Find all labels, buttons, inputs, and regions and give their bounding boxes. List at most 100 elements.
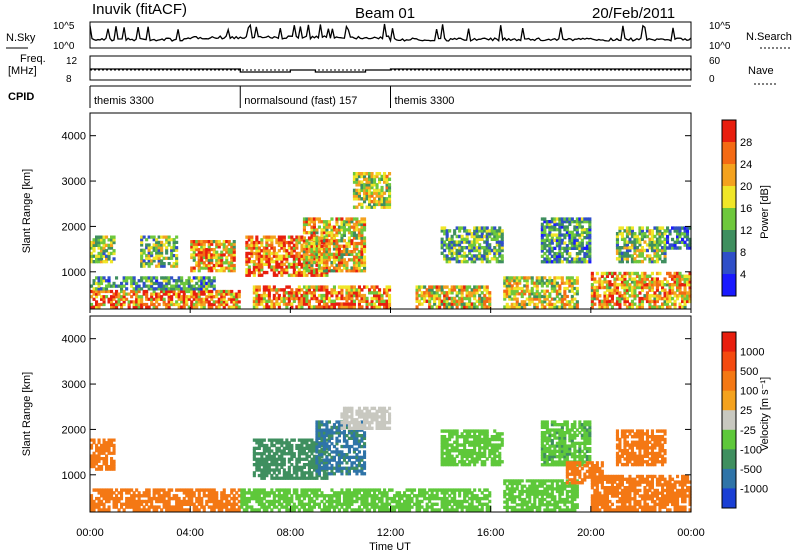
heatmap-cell [378, 180, 382, 184]
heatmap-cell [628, 285, 632, 290]
heatmap-cell [140, 508, 144, 512]
heatmap-cell [312, 257, 316, 261]
heatmap-cell [455, 240, 459, 244]
heatmap-cell [498, 251, 502, 255]
heatmap-cell [520, 286, 524, 291]
heatmap-cell [342, 502, 346, 506]
heatmap-cell [240, 494, 244, 498]
heatmap-cell [255, 491, 259, 495]
heatmap-cell [335, 233, 339, 237]
heatmap-cell [553, 279, 557, 283]
heatmap-cell [137, 508, 141, 512]
heatmap-cell [315, 263, 319, 267]
heatmap-cell [255, 508, 259, 512]
heatmap-cell [245, 273, 249, 277]
heatmap-cell [317, 472, 321, 476]
heatmap-cell [107, 441, 111, 445]
heatmap-cell [563, 294, 567, 299]
heatmap-cell [257, 438, 261, 442]
heatmap-cell [100, 443, 104, 447]
heatmap-cell [553, 302, 557, 306]
heatmap-cell [162, 494, 166, 498]
heatmap-cell [510, 276, 514, 280]
heatmap-cell [355, 293, 359, 298]
heatmap-cell [227, 508, 231, 512]
heatmap-cell [260, 296, 264, 301]
heatmap-cell [360, 247, 364, 251]
heatmap-cell [630, 257, 634, 261]
heatmap-cell [325, 225, 329, 229]
heatmap-cell [262, 291, 266, 295]
heatmap-cell [167, 235, 171, 239]
heatmap-cell [260, 273, 264, 277]
heatmap-cell [528, 289, 532, 293]
heatmap-cell [245, 491, 249, 495]
heatmap-cell [230, 305, 234, 309]
heatmap-cell [257, 285, 261, 289]
heatmap-cell [227, 499, 231, 504]
heatmap-cell [332, 266, 336, 270]
heatmap-cell [357, 434, 361, 438]
heatmap-cell [217, 269, 221, 273]
power-y-label: Slant Range [km] [21, 169, 33, 253]
heatmap-cell [347, 409, 351, 413]
heatmap-cell [207, 279, 211, 283]
heatmap-cell [192, 258, 196, 262]
heatmap-cell [112, 302, 116, 307]
heatmap-cell [540, 300, 544, 304]
heatmap-cell [147, 235, 151, 239]
heatmap-cell [686, 299, 690, 304]
heatmap-cell [600, 285, 604, 290]
heatmap-cell [470, 254, 474, 258]
heatmap-cell [142, 302, 146, 307]
heatmap-cell [515, 286, 519, 291]
heatmap-cell [448, 243, 452, 247]
heatmap-cell [625, 291, 629, 295]
heatmap-cell [500, 248, 504, 253]
heatmap-cell [295, 265, 299, 269]
heatmap-cell [352, 241, 356, 246]
heatmap-cell [115, 496, 119, 501]
heatmap-cell [615, 285, 619, 290]
heatmap-cell [287, 273, 291, 277]
heatmap-cell [550, 260, 554, 264]
heatmap-cell [355, 291, 359, 295]
heatmap-cell [380, 415, 384, 419]
heatmap-cell [545, 302, 549, 306]
heatmap-cell [297, 268, 301, 272]
heatmap-cell [360, 269, 364, 273]
heatmap-cell [352, 247, 356, 251]
heatmap-cell [110, 289, 114, 294]
heatmap-cell [385, 183, 389, 187]
heatmap-cell [140, 305, 144, 309]
heatmap-cell [205, 248, 209, 252]
heatmap-cell [105, 249, 109, 253]
heatmap-cell [200, 248, 204, 252]
heatmap-cell [215, 263, 219, 268]
heatmap-cell [635, 240, 639, 244]
heatmap-cell [337, 260, 341, 265]
heatmap-cell [640, 234, 644, 239]
heatmap-cell [618, 277, 622, 281]
heatmap-cell [212, 502, 216, 506]
heatmap-cell [265, 238, 269, 242]
heatmap-cell [142, 251, 146, 255]
heatmap-cell [327, 494, 331, 498]
heatmap-cell [272, 246, 276, 250]
y-tick-label: 2000 [62, 221, 86, 233]
heatmap-cell [630, 305, 634, 309]
heatmap-cell [177, 292, 181, 296]
heatmap-cell [325, 466, 329, 470]
heatmap-cell [480, 229, 484, 233]
heatmap-cell [277, 499, 281, 504]
heatmap-cell [368, 288, 372, 292]
heatmap-cell [175, 256, 179, 260]
heatmap-cell [265, 299, 269, 303]
heatmap-cell [590, 296, 594, 301]
heatmap-cell [350, 220, 354, 224]
heatmap-cell [147, 297, 151, 301]
heatmap-cell [483, 246, 487, 250]
heatmap-cell [112, 462, 116, 466]
heatmap-cell [640, 302, 644, 306]
heatmap-cell [262, 449, 266, 453]
